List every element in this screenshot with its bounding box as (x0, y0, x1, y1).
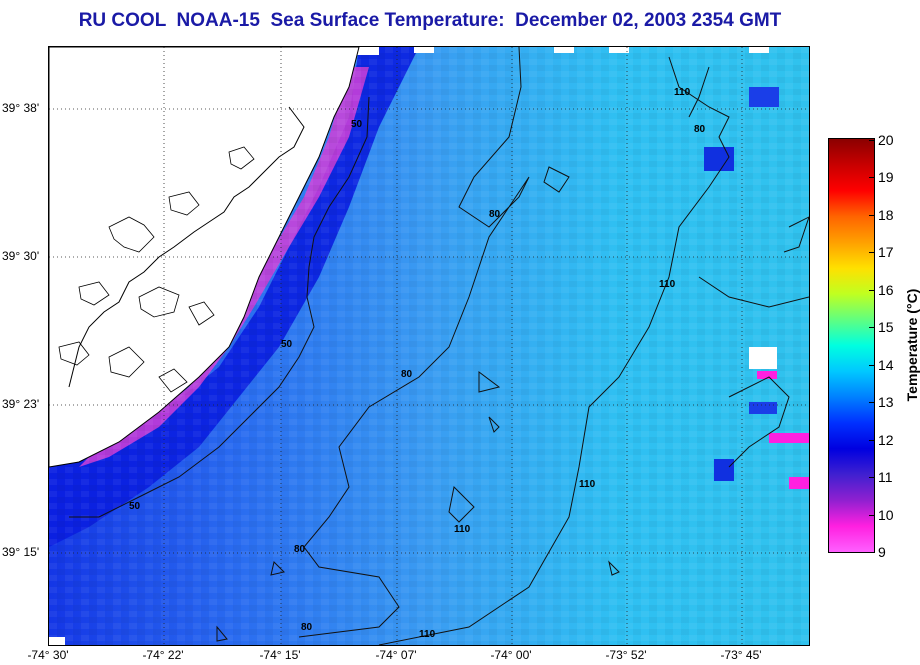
contour-label: 110 (419, 629, 436, 640)
colorbar-tick-mark (869, 514, 875, 516)
colorbar-tick-mark (869, 364, 875, 366)
lon-label: -74° 07' (375, 648, 417, 662)
colorbar-title: Temperature (°C) (904, 288, 920, 402)
colorbar-tick-label: 16 (878, 281, 894, 298)
colorbar-tick-label: 19 (878, 169, 894, 186)
colorbar-tick-mark (869, 214, 875, 216)
contour-label: 110 (579, 479, 596, 490)
lon-label: -73° 52' (605, 648, 647, 662)
offshore-patch (757, 371, 777, 379)
colorbar-tick-mark (869, 552, 875, 553)
colorbar-tick-label: 11 (878, 469, 893, 486)
contour-label: 110 (454, 524, 471, 535)
colorbar-tick-mark (869, 402, 875, 404)
colorbar-tick-mark (869, 289, 875, 291)
offshore-patch (749, 347, 777, 369)
contour-label: 80 (301, 622, 313, 633)
bathymetry-contours (69, 47, 809, 645)
colorbar-tick-label: 10 (878, 506, 894, 523)
lat-label: 39° 30' (2, 249, 40, 263)
offshore-patch (749, 402, 777, 414)
colorbar-tick-mark (869, 327, 875, 329)
colorbar-tick-mark (869, 140, 875, 141)
contour-label: 50 (351, 119, 363, 130)
contour-label: 110 (659, 279, 676, 290)
colorbar-tick-label: 9 (878, 544, 886, 560)
sst-map-canvas: 50 50 50 80 80 80 80 80 110 110 110 110 … (49, 47, 809, 645)
lat-label: 39° 38' (2, 101, 40, 115)
colorbar-tick-mark (869, 477, 875, 479)
lat-label: 39° 23' (2, 397, 40, 411)
contour-label: 80 (694, 124, 706, 135)
lon-label: -74° 22' (142, 648, 184, 662)
offshore-patch (749, 87, 779, 107)
contour-label: 80 (401, 369, 413, 380)
lon-label: -74° 15' (259, 648, 301, 662)
colorbar-tick-label: 12 (878, 431, 894, 448)
land-new-jersey (49, 47, 360, 468)
colorbar-tick-label: 13 (878, 394, 894, 411)
colorbar-tick-mark (869, 177, 875, 179)
lat-label: 39° 15' (2, 545, 40, 559)
colorbar-tick-label: 18 (878, 206, 894, 223)
lon-label: -74° 00' (490, 648, 532, 662)
offshore-patch (789, 477, 809, 489)
colorbar-tick-mark (869, 252, 875, 254)
contour-label: 80 (489, 209, 501, 220)
lon-label: -73° 45' (720, 648, 762, 662)
contour-label: 50 (281, 339, 293, 350)
contour-label: 50 (129, 501, 141, 512)
colorbar-tick-mark (869, 439, 875, 441)
colorbar-tick-label: 20 (878, 132, 894, 148)
colorbar-tick-label: 17 (878, 244, 894, 261)
sst-map[interactable]: 50 50 50 80 80 80 80 80 110 110 110 110 … (48, 46, 810, 646)
contour-label: 80 (294, 544, 306, 555)
lon-label: -74° 30' (27, 648, 69, 662)
offshore-patch (769, 433, 809, 443)
coastline-detail (68, 106, 305, 388)
offshore-patch (714, 459, 734, 481)
graticule (49, 47, 809, 645)
offshore-patch (704, 147, 734, 171)
map-title: RU COOL NOAA-15 Sea Surface Temperature:… (78, 10, 782, 31)
colorbar-tick-label: 14 (878, 356, 894, 373)
temperature-colorbar (828, 138, 875, 553)
colorbar-tick-label: 15 (878, 319, 894, 336)
contour-label: 110 (674, 87, 691, 98)
